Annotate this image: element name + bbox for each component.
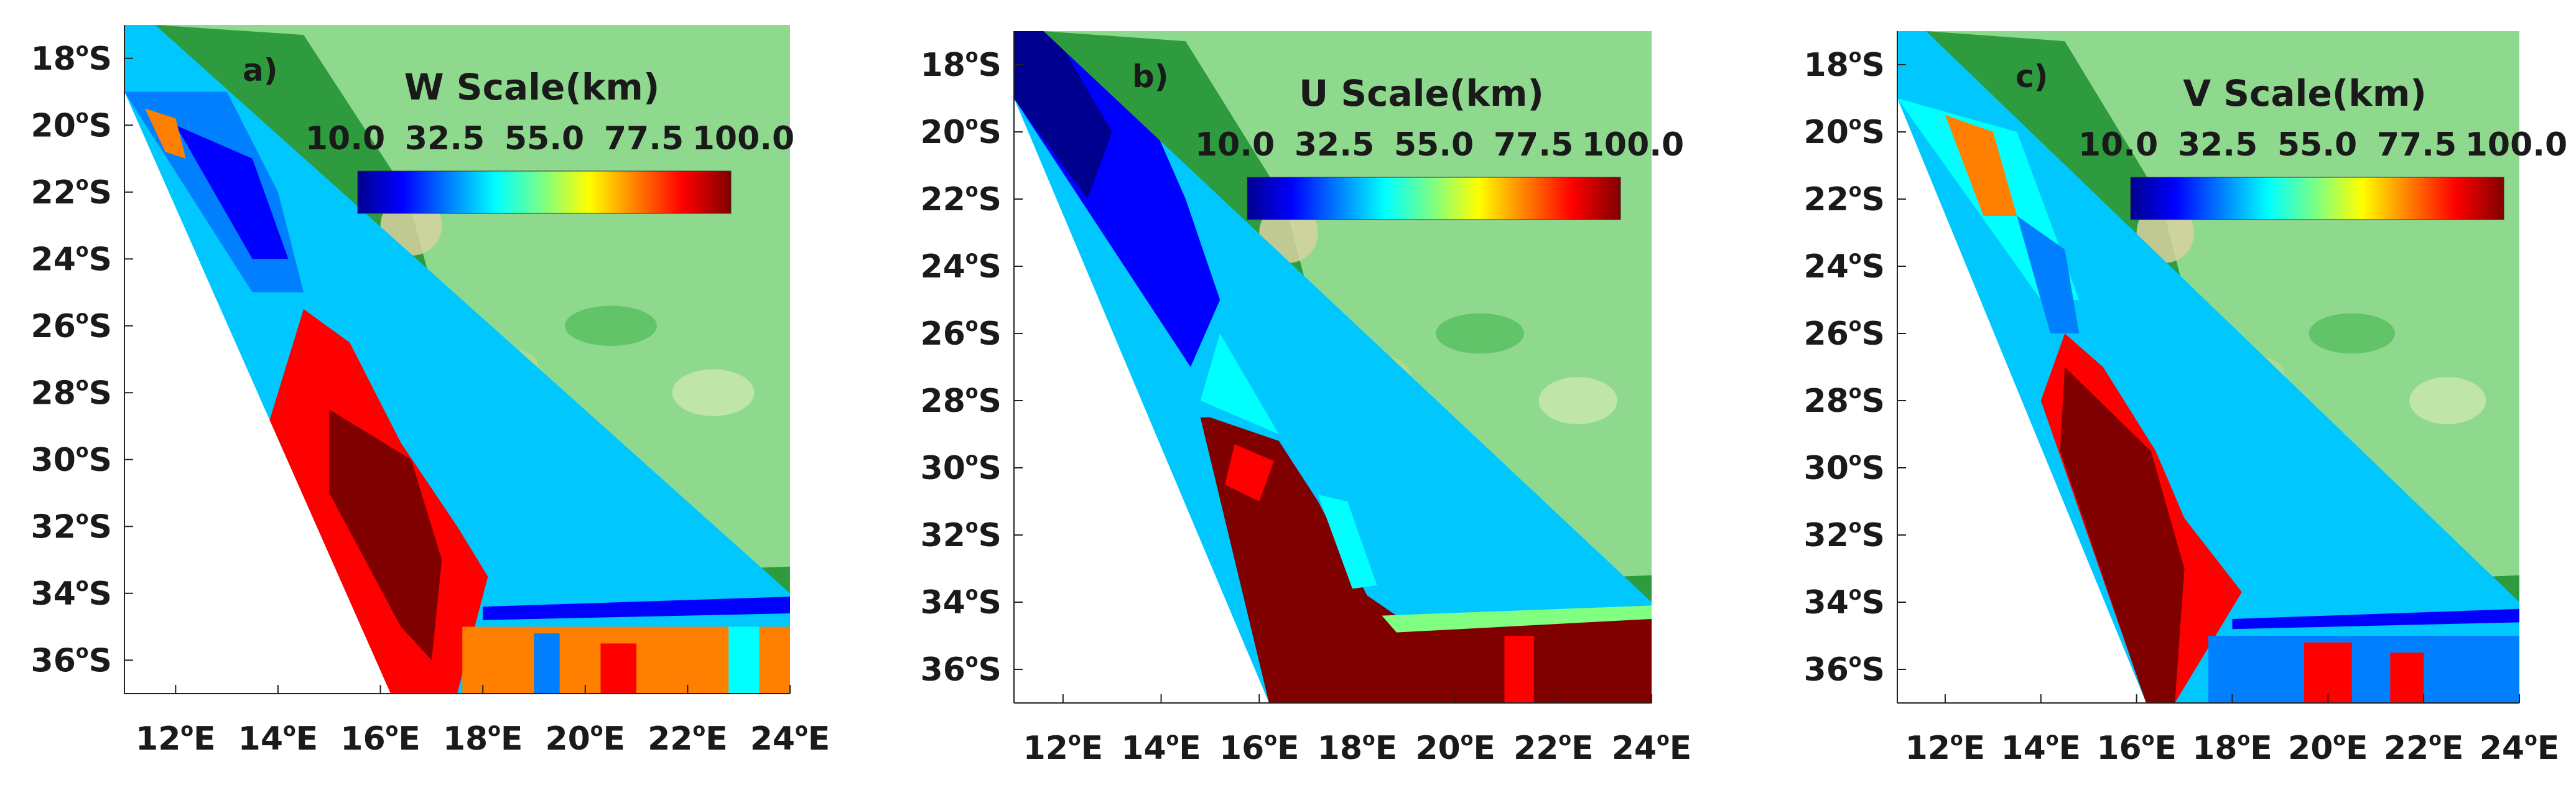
map-svg: 18oS 20oS 22oS 24oS 26oS 28oS 30oS 32oS 34oS 36oS… bbox=[921, 31, 1692, 767]
y-tick-label: 18oS bbox=[1804, 45, 1885, 84]
terrain-patch bbox=[2409, 377, 2486, 424]
map-svg: 18oS 20oS 22oS 24oS 26oS 28oS 30oS 32oS 34oS 36oS… bbox=[31, 25, 830, 758]
ocean-scale-field bbox=[124, 25, 790, 694]
map-svg: 18oS 20oS 22oS 24oS 26oS 28oS 30oS 32oS 34oS 36oS… bbox=[1804, 31, 2567, 767]
map-panel-b: 18oS 20oS 22oS 24oS 26oS 28oS 30oS 32oS 34oS 36oS… bbox=[883, 0, 1742, 798]
terrain-patch bbox=[1538, 377, 1617, 424]
colorbar-tick-label: 32.5 bbox=[405, 120, 485, 157]
x-tick-label: 12oE bbox=[1023, 728, 1104, 767]
colorbar-title: W Scale(km) bbox=[404, 66, 660, 108]
y-tick-label: 24oS bbox=[31, 240, 112, 278]
x-tick-label: 14oE bbox=[238, 719, 319, 758]
y-tick-label: 22oS bbox=[31, 173, 112, 212]
x-tick-label: 24oE bbox=[750, 719, 830, 758]
y-tick-label: 20oS bbox=[31, 106, 112, 144]
x-tick-label: 18oE bbox=[1318, 728, 1398, 767]
colorbar-tick-label: 100.0 bbox=[2465, 126, 2567, 164]
x-tick-label: 14oE bbox=[1121, 728, 1201, 767]
y-tick-label: 26oS bbox=[1804, 314, 1885, 353]
x-tick-label: 16oE bbox=[340, 719, 421, 758]
terrain-patch bbox=[564, 305, 657, 346]
colorbar-title: V Scale(km) bbox=[2183, 72, 2427, 114]
colorbar-tick-label: 32.5 bbox=[2178, 126, 2257, 164]
x-tick-label: 18oE bbox=[443, 719, 523, 758]
y-tick-label: 28oS bbox=[921, 381, 1002, 420]
y-tick-label: 34oS bbox=[31, 574, 112, 613]
panel-label: b) bbox=[1132, 58, 1169, 95]
y-tick-label: 28oS bbox=[31, 373, 112, 412]
colorbar-tick-label: 77.5 bbox=[2377, 126, 2457, 164]
colorbar-tick-label: 10.0 bbox=[305, 120, 385, 157]
colorbar-tick-label: 10.0 bbox=[2078, 126, 2158, 164]
panel-label: a) bbox=[243, 52, 278, 88]
y-tick-label: 36oS bbox=[921, 650, 1002, 689]
y-tick-label: 30oS bbox=[31, 440, 112, 479]
x-tick-label: 22oE bbox=[2384, 728, 2464, 767]
y-tick-label: 20oS bbox=[921, 113, 1002, 151]
x-tick-label: 16oE bbox=[2096, 728, 2177, 767]
y-tick-label: 32oS bbox=[1804, 516, 1885, 554]
colorbar bbox=[2130, 177, 2504, 220]
colorbar-tick-label: 10.0 bbox=[1195, 126, 1275, 164]
x-tick-label: 18oE bbox=[2192, 728, 2272, 767]
y-tick-label: 18oS bbox=[921, 45, 1002, 84]
colorbar-tick-label: 100.0 bbox=[1582, 126, 1684, 164]
colorbar-tick-label: 55.0 bbox=[2277, 126, 2357, 164]
x-tick-label: 20oE bbox=[1415, 728, 1495, 767]
y-tick-label: 26oS bbox=[921, 314, 1002, 353]
y-tick-label: 24oS bbox=[921, 247, 1002, 286]
x-tick-label: 24oE bbox=[2480, 728, 2560, 767]
y-tick-label: 36oS bbox=[31, 641, 112, 679]
y-tick-label: 22oS bbox=[1804, 180, 1885, 218]
colorbar-tick-label: 55.0 bbox=[505, 120, 584, 157]
terrain-patch bbox=[672, 369, 755, 416]
colorbar-tick-label: 32.5 bbox=[1295, 126, 1374, 164]
x-tick-label: 12oE bbox=[1905, 728, 1986, 767]
colorbar-tick-label: 77.5 bbox=[604, 120, 684, 157]
ocean-scale-field bbox=[1014, 31, 1652, 703]
x-tick-label: 24oE bbox=[1612, 728, 1692, 767]
map-panel-c: 18oS 20oS 22oS 24oS 26oS 28oS 30oS 32oS 34oS 36oS… bbox=[1760, 0, 2576, 798]
y-tick-label: 34oS bbox=[1804, 583, 1885, 621]
y-tick-label: 32oS bbox=[31, 507, 112, 546]
y-tick-label: 26oS bbox=[31, 307, 112, 345]
x-tick-label: 22oE bbox=[1514, 728, 1594, 767]
y-tick-label: 30oS bbox=[921, 449, 1002, 487]
x-tick-label: 20oE bbox=[2288, 728, 2368, 767]
colorbar bbox=[1247, 177, 1621, 220]
x-tick-label: 22oE bbox=[648, 719, 728, 758]
map-panel-a: 18oS 20oS 22oS 24oS 26oS 28oS 30oS 32oS 34oS 36oS… bbox=[0, 0, 858, 798]
colorbar-tick-label: 77.5 bbox=[1494, 126, 1573, 164]
ocean-scale-field bbox=[1897, 31, 2519, 703]
terrain-patch bbox=[2309, 313, 2395, 354]
colorbar-tick-label: 55.0 bbox=[1394, 126, 1474, 164]
colorbar-title: U Scale(km) bbox=[1299, 72, 1544, 114]
panel-label: c) bbox=[2016, 58, 2048, 95]
y-tick-label: 24oS bbox=[1804, 247, 1885, 286]
x-tick-label: 16oE bbox=[1219, 728, 1300, 767]
y-tick-label: 34oS bbox=[921, 583, 1002, 621]
y-tick-label: 18oS bbox=[31, 39, 112, 78]
y-tick-label: 22oS bbox=[921, 180, 1002, 218]
x-tick-label: 20oE bbox=[546, 719, 626, 758]
y-tick-label: 36oS bbox=[1804, 650, 1885, 689]
x-tick-label: 12oE bbox=[136, 719, 216, 758]
terrain-patch bbox=[1436, 313, 1524, 354]
colorbar bbox=[357, 170, 732, 214]
y-tick-label: 30oS bbox=[1804, 449, 1885, 487]
colorbar-tick-label: 100.0 bbox=[692, 120, 794, 157]
y-tick-label: 28oS bbox=[1804, 381, 1885, 420]
y-tick-label: 32oS bbox=[921, 516, 1002, 554]
x-tick-label: 14oE bbox=[2001, 728, 2081, 767]
y-tick-label: 20oS bbox=[1804, 113, 1885, 151]
